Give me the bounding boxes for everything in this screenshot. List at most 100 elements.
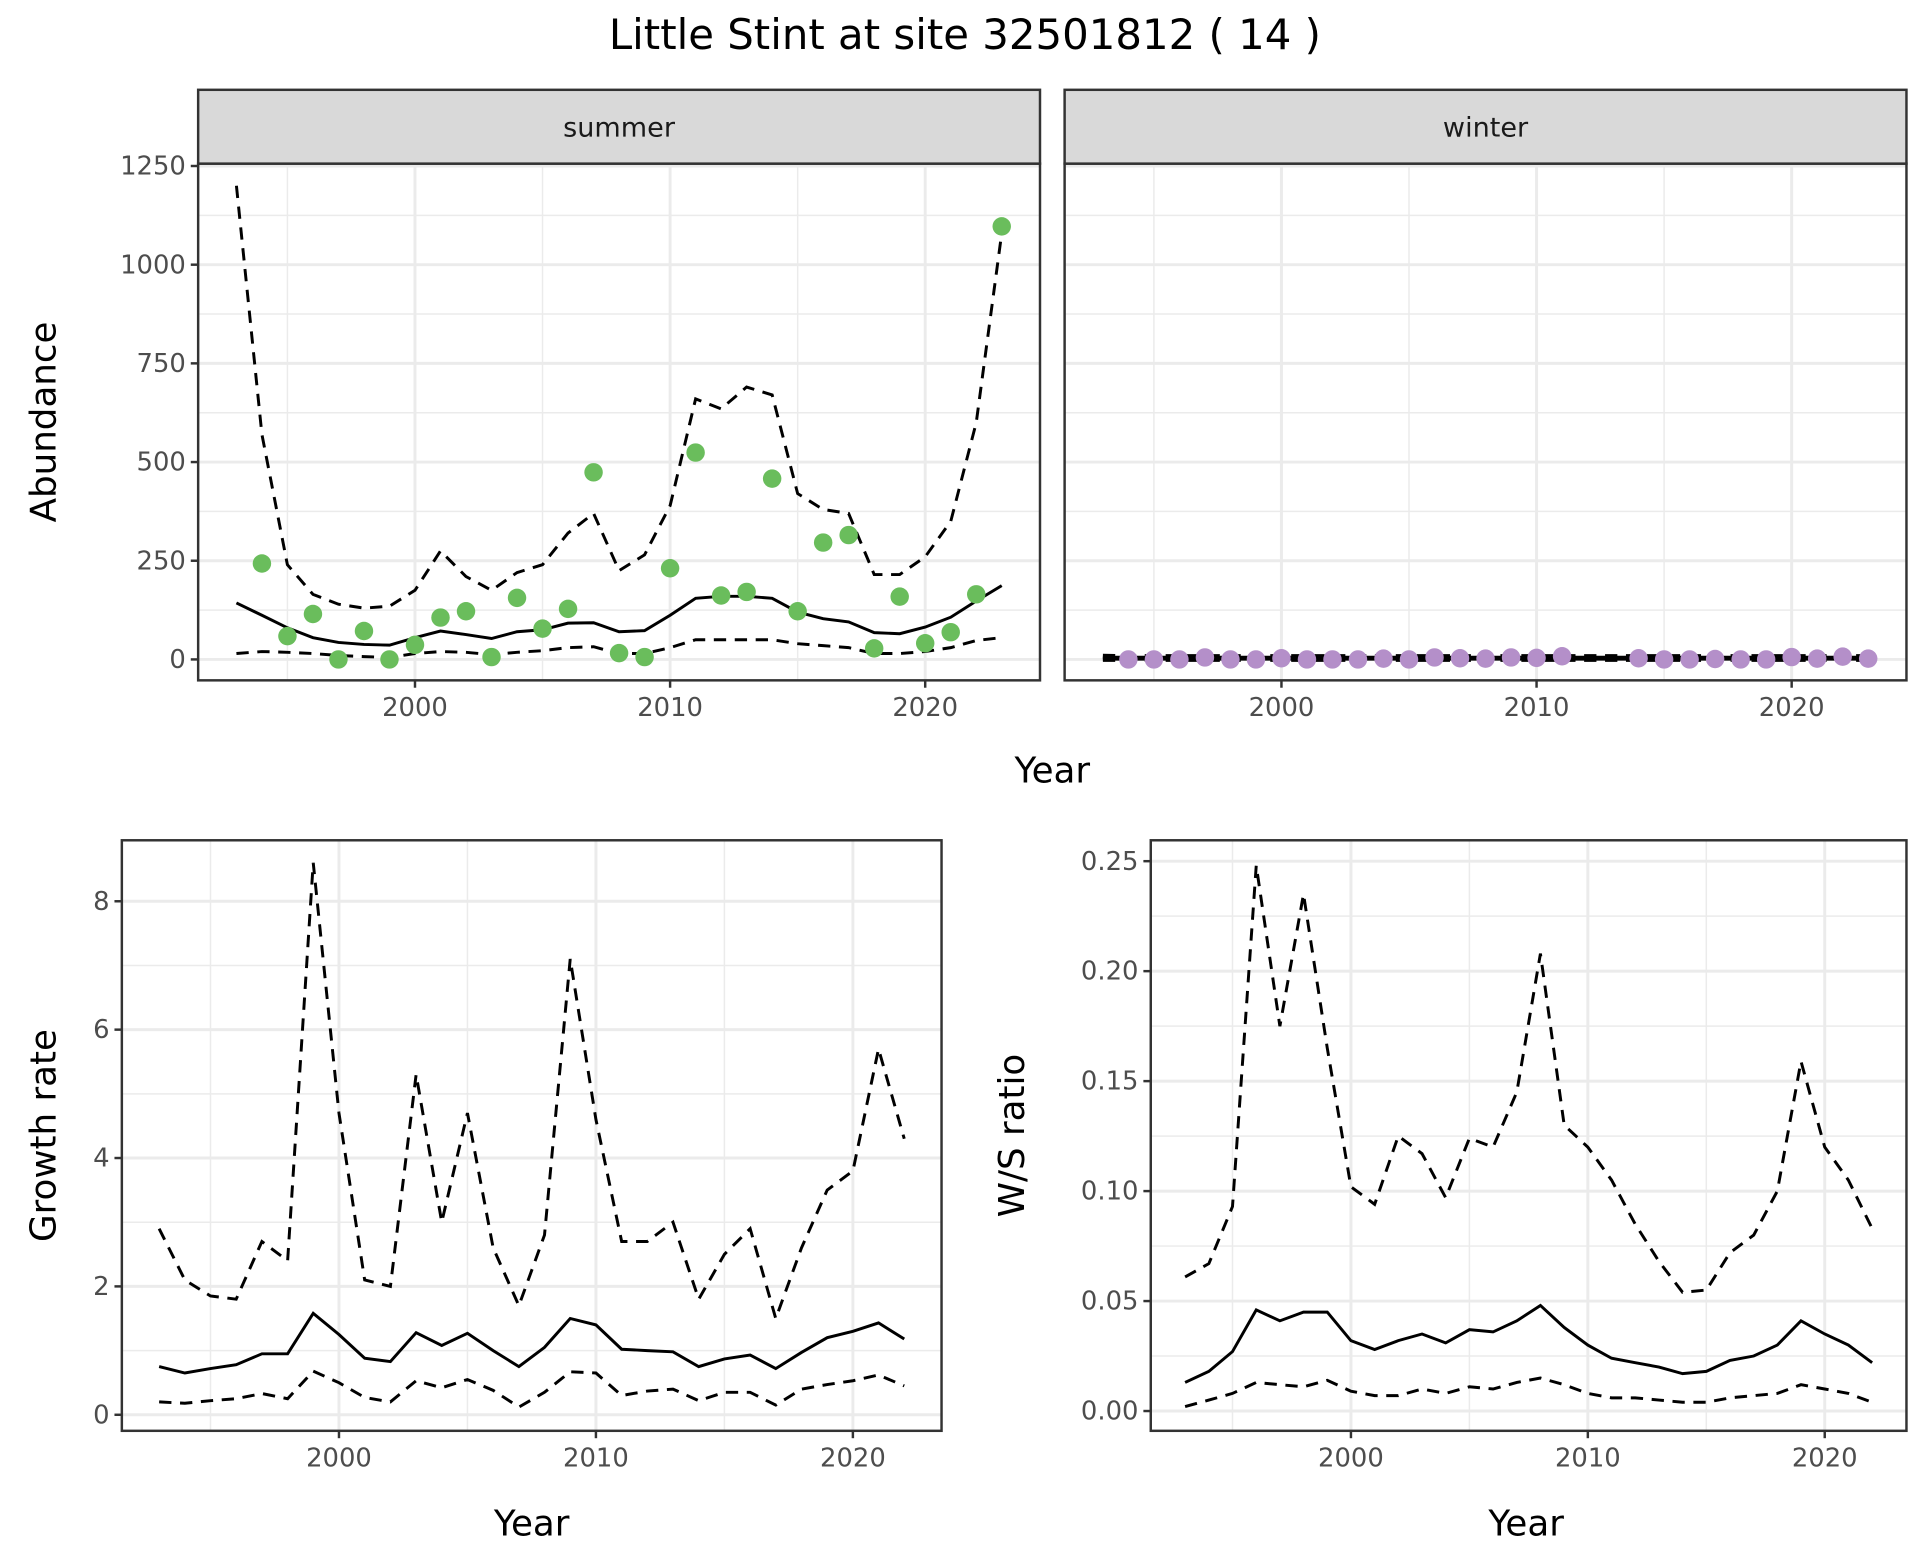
data-point	[533, 619, 552, 638]
data-point	[1272, 649, 1291, 668]
x-tick-label: 2010	[1555, 1444, 1621, 1474]
panel-border	[120, 839, 943, 1433]
data-point	[1399, 650, 1419, 669]
y-tick-label: 0.00	[1081, 1397, 1139, 1427]
data-point	[1807, 649, 1827, 668]
data-point	[1450, 649, 1470, 668]
data-point	[380, 650, 399, 669]
y-tick-label: 0.10	[1081, 1177, 1139, 1207]
data-point	[1858, 649, 1878, 668]
data-point	[1246, 650, 1266, 669]
x-tick-label: 2010	[637, 693, 703, 723]
data-point	[1552, 647, 1572, 666]
data-point	[278, 626, 297, 646]
facet-label: summer	[563, 113, 676, 144]
data-point	[1833, 647, 1852, 666]
y-tick-label: 0	[93, 1400, 109, 1430]
data-point	[1629, 649, 1648, 668]
x-axis-title: Year	[1487, 1503, 1564, 1544]
data-point	[1654, 650, 1674, 669]
data-point	[1731, 650, 1750, 669]
data-point	[635, 647, 654, 667]
data-point	[1221, 650, 1240, 669]
mean-line	[235, 584, 1003, 647]
data-point	[1195, 648, 1215, 667]
facet-strip	[1063, 88, 1908, 165]
y-tick-label: 1000	[120, 250, 186, 280]
data-point	[1297, 650, 1317, 669]
data-point	[558, 599, 578, 619]
data-point	[1119, 650, 1138, 669]
y-tick-label: 6	[93, 1015, 109, 1045]
data-point	[431, 608, 450, 627]
y-axis-title: Abundance	[23, 322, 64, 523]
y-tick-label: 0.20	[1081, 957, 1139, 987]
data-point	[1323, 650, 1342, 669]
panel-border	[1149, 839, 1908, 1433]
data-point	[584, 463, 603, 482]
x-tick-label: 2000	[1318, 1444, 1384, 1474]
y-axis-title: Growth rate	[23, 1029, 64, 1242]
data-point	[1144, 650, 1164, 669]
data-point	[915, 634, 935, 653]
data-point	[711, 586, 731, 605]
x-tick-label: 2020	[1759, 693, 1825, 723]
upper-ci-line	[157, 862, 906, 1324]
data-point	[1374, 649, 1393, 668]
mean-line	[1184, 1303, 1874, 1384]
data-point	[303, 604, 323, 624]
data-point	[252, 554, 272, 573]
data-point	[737, 582, 756, 602]
panel-3	[1143, 839, 1908, 1439]
data-point	[1476, 649, 1495, 668]
data-point	[686, 443, 705, 462]
y-tick-label: 250	[137, 546, 186, 576]
data-point	[966, 585, 986, 604]
data-point	[1425, 648, 1444, 667]
y-tick-label: 0.05	[1081, 1287, 1139, 1317]
data-point	[762, 469, 782, 488]
data-point	[1782, 647, 1801, 667]
data-point	[329, 650, 348, 669]
x-tick-label: 2000	[382, 693, 448, 723]
y-tick-label: 0.15	[1081, 1067, 1139, 1097]
x-tick-label: 2020	[892, 693, 958, 723]
data-point	[1170, 650, 1189, 669]
x-axis-title: Year	[493, 1503, 570, 1544]
data-point	[788, 602, 807, 621]
plot-background	[1064, 163, 1907, 681]
data-point	[890, 587, 909, 606]
data-point	[1501, 648, 1521, 667]
plot-background	[121, 840, 942, 1431]
data-point	[992, 217, 1011, 236]
y-tick-label: 8	[93, 887, 109, 917]
data-point	[1680, 650, 1699, 669]
x-tick-label: 2020	[1792, 1444, 1858, 1474]
data-point	[1705, 649, 1725, 669]
y-tick-label: 1250	[120, 152, 186, 182]
data-point	[941, 622, 960, 642]
data-point	[1348, 650, 1368, 669]
data-point	[660, 559, 680, 578]
x-tick-label: 2010	[563, 1444, 629, 1474]
y-tick-label: 0	[169, 645, 185, 675]
panel-summer	[190, 88, 1042, 688]
x-tick-label: 2020	[820, 1444, 886, 1474]
data-point	[609, 643, 629, 663]
data-point	[456, 602, 476, 621]
upper-ci-line	[234, 185, 1004, 610]
y-tick-label: 2	[93, 1272, 109, 1302]
data-point	[354, 621, 374, 641]
x-tick-label: 2000	[306, 1444, 372, 1474]
data-point	[405, 635, 425, 655]
plot-background	[198, 163, 1041, 681]
figure-title: Little Stint at site 32501812 ( 14 )	[609, 10, 1321, 59]
x-tick-label: 2000	[1249, 693, 1315, 723]
panel-winter	[1063, 88, 1908, 688]
lower-ci-line	[1184, 1376, 1873, 1409]
data-point	[864, 639, 884, 658]
data-point	[1527, 648, 1546, 668]
data-point	[813, 533, 833, 552]
data-point	[507, 588, 527, 608]
